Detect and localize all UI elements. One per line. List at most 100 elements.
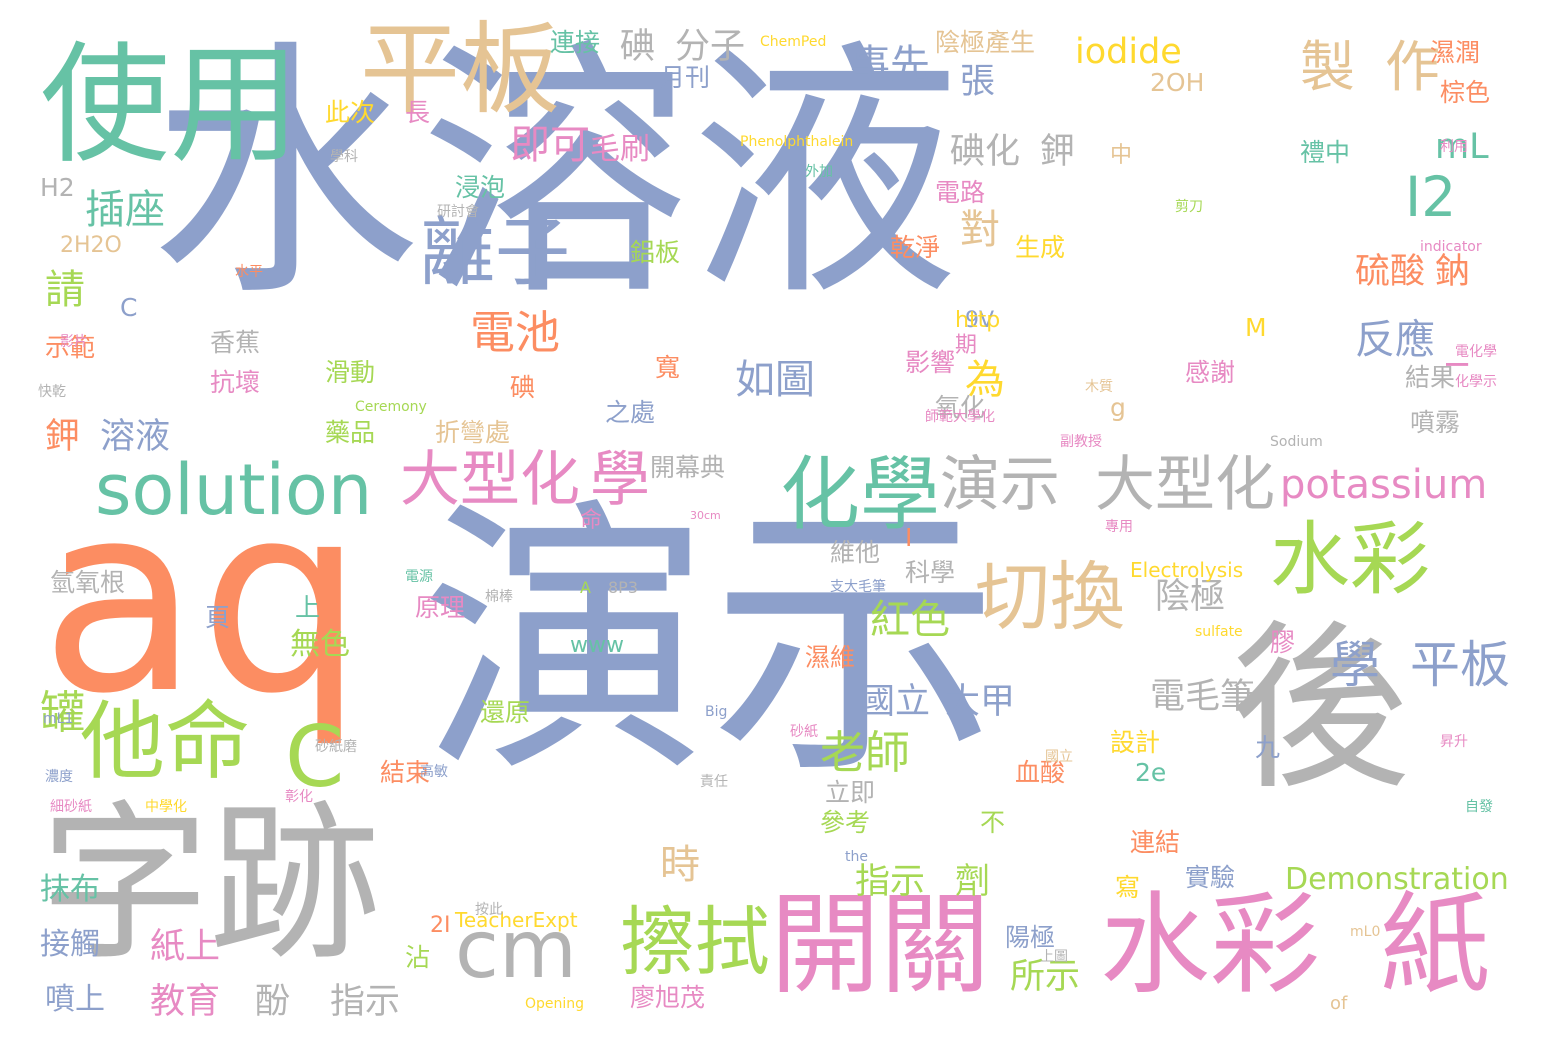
cloud-word: http	[955, 308, 1001, 333]
cloud-word: 2e	[1135, 758, 1167, 787]
cloud-word: 擦拭	[620, 898, 771, 986]
cloud-word: mL	[1435, 127, 1489, 167]
cloud-word: 作	[1385, 35, 1441, 99]
cloud-word: 科學	[905, 558, 956, 587]
cloud-word: 鈉	[1435, 252, 1471, 292]
cloud-word: 連接	[550, 28, 601, 57]
cloud-word: 浸泡	[455, 173, 506, 202]
cloud-word: 滑動	[325, 358, 376, 387]
cloud-word: C	[120, 293, 138, 322]
cloud-word: 噴霧	[1410, 408, 1461, 437]
cloud-word: 開幕典	[650, 453, 726, 482]
cloud-word: 學科	[330, 149, 358, 165]
cloud-word: 按此	[475, 902, 503, 918]
cloud-word: I2	[1405, 165, 1457, 229]
cloud-word: 平板	[360, 11, 560, 128]
cloud-word: 為	[965, 357, 1005, 403]
cloud-word: 影片	[60, 334, 88, 350]
cloud-word: 演示	[940, 450, 1060, 520]
cloud-word: 水彩	[1100, 881, 1320, 1009]
cloud-word: Ceremony	[355, 399, 427, 415]
cloud-word: 利用	[1440, 139, 1468, 155]
cloud-word: 即可	[510, 122, 590, 168]
cloud-word: 自發	[1465, 799, 1493, 815]
cloud-word: 使用	[40, 29, 301, 181]
cloud-word: 命	[580, 508, 603, 533]
cloud-word: 寬	[655, 353, 681, 382]
cloud-word: 所示	[1010, 957, 1081, 997]
cloud-word: 設計	[1110, 728, 1161, 757]
cloud-word: 30cm	[690, 509, 721, 522]
cloud-word: 維他	[830, 538, 881, 567]
cloud-word: 紅色	[870, 597, 950, 643]
cloud-word: 碘	[620, 27, 656, 67]
cloud-word: Electrolysis	[1130, 558, 1244, 582]
cloud-word: 廖旭茂	[630, 983, 706, 1012]
cloud-word: 中	[1110, 143, 1133, 168]
cloud-word: 高敏	[420, 764, 448, 780]
cloud-word: 中學化	[145, 799, 187, 815]
cloud-word: 水彩	[1270, 513, 1430, 606]
cloud-word: Big	[705, 704, 728, 720]
cloud-word: 參考	[820, 808, 871, 837]
cloud-word: 影響	[905, 348, 956, 377]
cloud-word: 陰極產生	[935, 28, 1036, 57]
cloud-word: 罐	[40, 686, 86, 739]
cloud-word: 副教授	[1060, 434, 1102, 450]
cloud-word: 棉棒	[485, 589, 513, 605]
cloud-word: ChemPed	[760, 34, 827, 50]
cloud-word: 劑	[955, 862, 991, 902]
cloud-word: Phenolphthalein	[740, 134, 854, 150]
cloud-word: cm	[455, 903, 577, 996]
cloud-word: 學	[1330, 636, 1380, 694]
cloud-word: 國立	[860, 682, 931, 722]
cloud-word: 學	[590, 445, 650, 515]
cloud-word: 指示	[330, 982, 401, 1022]
cloud-word: 電源	[405, 569, 433, 585]
cloud-word: Opening	[525, 996, 585, 1012]
cloud-word: 師範大學化	[925, 409, 995, 425]
cloud-word: 接觸	[40, 927, 100, 962]
cloud-word: 反應	[1355, 317, 1435, 363]
cloud-word: 月刊	[660, 63, 711, 92]
cloud-word: 外加	[805, 164, 833, 180]
cloud-word: 寫	[1115, 873, 1141, 902]
cloud-word: H2	[40, 173, 75, 202]
cloud-word: 彰化	[285, 789, 313, 805]
cloud-word: 事先	[850, 42, 930, 88]
cloud-word: 溶液	[100, 417, 171, 457]
cloud-word: 濕維	[805, 643, 856, 672]
cloud-word: 沾	[405, 943, 431, 972]
cloud-word: 大型化	[400, 445, 580, 515]
cloud-word: 張	[960, 62, 996, 102]
cloud-word: 碘	[510, 373, 536, 402]
cloud-word: 香蕉	[210, 328, 261, 357]
cloud-word: 電池	[470, 306, 561, 359]
cloud-word: 大型化	[1095, 450, 1275, 520]
cloud-word: 藥品	[325, 418, 376, 447]
cloud-word: 棕色	[1440, 78, 1491, 107]
cloud-word: 切換	[975, 553, 1126, 641]
cloud-word: 指示	[855, 862, 926, 902]
cloud-word: 支大毛筆	[830, 579, 886, 595]
cloud-word: 插座	[85, 187, 165, 233]
cloud-word: 紙	[1380, 881, 1490, 1009]
cloud-word: 噴上	[45, 982, 105, 1017]
cloud-word: 硫酸	[1355, 252, 1426, 292]
cloud-word: 上圖	[1040, 949, 1068, 965]
cloud-word: 抗壞	[210, 368, 261, 397]
cloud-word: 禮中	[1300, 138, 1351, 167]
cloud-word: the	[845, 849, 868, 865]
cloud-word: 結果	[1405, 363, 1456, 392]
cloud-word: 感謝	[1185, 358, 1236, 387]
cloud-word: 期	[955, 333, 978, 358]
cloud-word: 酚	[255, 982, 291, 1022]
cloud-word: 2OH	[1150, 68, 1205, 97]
cloud-word: 國立	[1045, 749, 1073, 765]
cloud-word: 濕潤	[1430, 38, 1481, 67]
cloud-word: 大甲	[945, 682, 1016, 722]
cloud-word: 砂紙	[790, 724, 818, 740]
cloud-word: 原理	[415, 593, 466, 622]
cloud-word: of	[1330, 993, 1348, 1014]
